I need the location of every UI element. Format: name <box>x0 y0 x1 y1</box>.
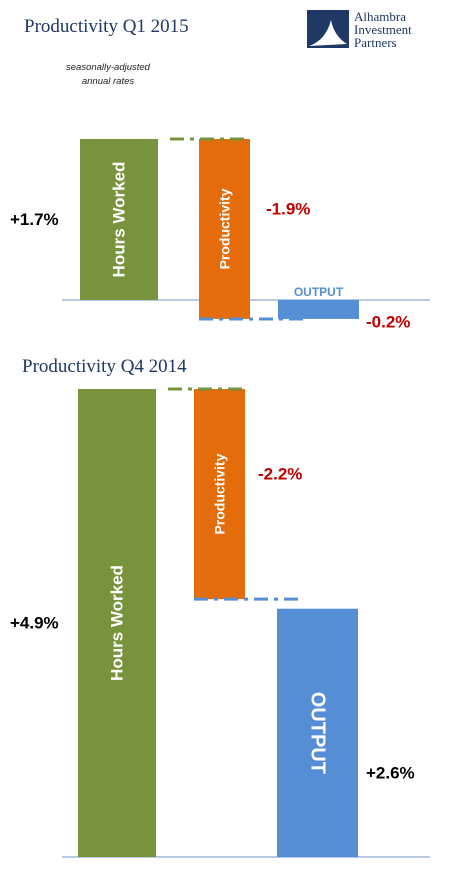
chart2-value-hours-worked: +4.9% <box>10 614 59 633</box>
chart2-bar-output <box>277 608 358 857</box>
chart1-bar-productivity <box>199 139 250 319</box>
chart1-bar-output <box>278 300 359 319</box>
chart2-waterfall: Hours Worked Productivity OUTPUT +4.9% -… <box>10 387 430 858</box>
chart2-value-productivity: -2.2% <box>258 465 302 484</box>
chart1-value-hours-worked: +1.7% <box>10 210 59 229</box>
chart1-label-output: OUTPUT <box>294 285 344 299</box>
chart1-value-output: -0.2% <box>366 312 410 331</box>
note-line2: annual rates <box>82 76 135 87</box>
chart2-label-productivity: Productivity <box>212 453 228 534</box>
chart2-label-hours-worked: Hours Worked <box>108 565 127 681</box>
chart1-label-hours-worked: Hours Worked <box>110 162 129 278</box>
chart2-title: Productivity Q4 2014 <box>22 356 187 377</box>
alhambra-logo: Alhambra Investment Partners <box>307 9 412 50</box>
logo-swoosh-icon <box>309 20 347 46</box>
chart2-bar-productivity <box>194 389 245 600</box>
chart1-bar-hours-worked <box>80 139 158 300</box>
logo-line2: Investment <box>354 22 412 37</box>
note-line1: seasonally-adjusted <box>66 62 151 73</box>
chart2-bar-hours-worked <box>78 389 156 857</box>
chart1-title: Productivity Q1 2015 <box>24 16 189 37</box>
chart2-label-output: OUTPUT <box>307 692 329 774</box>
chart1-value-productivity: -1.9% <box>266 199 310 218</box>
chart2-value-output: +2.6% <box>366 763 415 782</box>
chart1-waterfall: Hours Worked Productivity OUTPUT +1.7% -… <box>10 137 430 331</box>
logo-line3: Partners <box>354 35 397 50</box>
logo-line1: Alhambra <box>354 9 406 24</box>
chart1-label-productivity: Productivity <box>217 188 233 269</box>
